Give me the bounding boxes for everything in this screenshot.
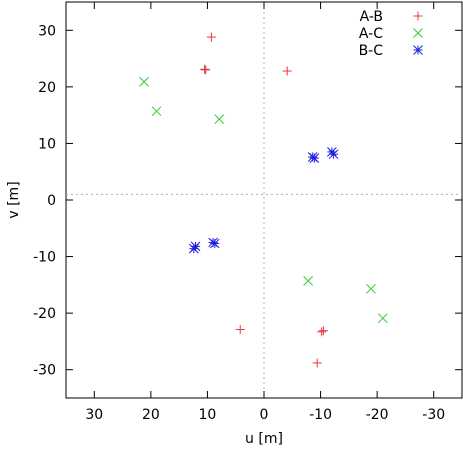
- point-a-b: [235, 325, 245, 335]
- x-tick-label: 10: [199, 407, 217, 423]
- y-tick-label: -30: [33, 363, 56, 379]
- data-points: [139, 32, 388, 368]
- y-tick-label: -10: [33, 250, 56, 266]
- y-axis-ticks: -30 -20 -10 0 10 20 30: [33, 23, 462, 379]
- x-tick-label: 0: [260, 407, 269, 423]
- reference-lines: [66, 2, 462, 398]
- x-tick-label: -30: [422, 407, 445, 423]
- x-axis-label: u [m]: [245, 431, 283, 447]
- point-a-b: [317, 327, 327, 337]
- x-axis-ticks: 30 20 10 0 -10 -20 -30: [85, 2, 445, 423]
- x-tick-label: -10: [309, 407, 332, 423]
- point-a-b: [318, 326, 328, 336]
- point-a-b: [282, 66, 292, 76]
- legend-label-a-c: A-C: [359, 26, 383, 42]
- legend: A-BA-CB-C: [359, 9, 423, 59]
- legend-marker-b-c: [413, 45, 423, 55]
- y-tick-label: 20: [38, 80, 56, 96]
- x-tick-label: 20: [142, 407, 160, 423]
- point-a-c: [214, 114, 225, 124]
- x-tick-label: 30: [85, 407, 103, 423]
- point-a-c: [303, 276, 313, 286]
- legend-marker-a-c: [413, 28, 423, 38]
- y-tick-label: -20: [33, 306, 56, 322]
- y-axis-label: v [m]: [6, 181, 22, 218]
- point-a-c: [139, 76, 149, 87]
- y-tick-label: 30: [38, 23, 56, 39]
- x-tick-label: -20: [366, 407, 389, 423]
- point-a-b: [312, 358, 322, 368]
- point-a-b: [200, 64, 210, 74]
- point-a-c: [151, 106, 162, 117]
- point-b-c: [309, 153, 320, 163]
- y-tick-label: 10: [38, 136, 56, 152]
- legend-label-a-b: A-B: [360, 9, 383, 25]
- legend-label-b-c: B-C: [359, 43, 384, 59]
- point-b-c: [328, 149, 339, 160]
- point-b-c: [188, 243, 199, 254]
- point-a-c: [377, 313, 388, 324]
- point-a-c: [366, 283, 376, 294]
- y-tick-label: 0: [47, 193, 56, 209]
- point-a-b: [206, 32, 216, 42]
- legend-marker-a-b: [413, 11, 423, 21]
- point-a-b: [201, 65, 211, 75]
- point-b-c: [209, 238, 220, 249]
